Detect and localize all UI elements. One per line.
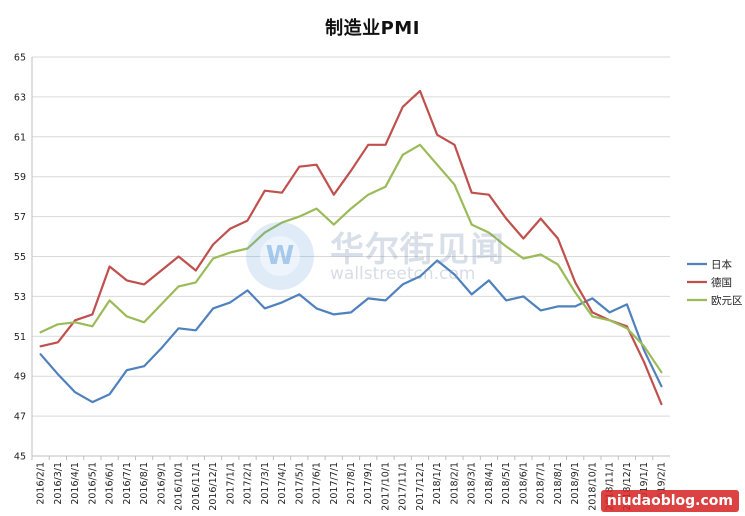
y-tick-label: 45 [14, 452, 26, 463]
x-tick-label: 2018/11/1 [605, 462, 616, 511]
x-tick-label: 2018/2/1 [449, 462, 460, 505]
x-tick-label: 2016/3/1 [53, 462, 64, 505]
y-tick-label: 49 [14, 372, 26, 383]
series-line-2 [39, 143, 663, 374]
x-tick-label: 2017/7/1 [329, 462, 340, 505]
x-tick-label: 2016/2/1 [36, 462, 47, 505]
x-tick-label: 2017/9/1 [363, 462, 374, 505]
x-tick-label: 2018/7/1 [536, 462, 547, 505]
x-tick-label: 2017/1/1 [225, 462, 236, 505]
x-tick-label: 2018/4/1 [484, 462, 495, 505]
x-tick-label: 2018/5/1 [501, 462, 512, 505]
x-tick-label: 2017/10/1 [380, 462, 391, 511]
y-tick-label: 51 [14, 332, 26, 343]
legend-label: 德国 [711, 276, 732, 289]
chart-title: 制造业PMI [325, 18, 420, 39]
x-tick-label: 2018/9/1 [570, 462, 581, 505]
x-tick-label: 2016/11/1 [191, 462, 202, 511]
corner-watermark: niudaoblog.com [600, 490, 739, 512]
y-tick-label: 61 [14, 132, 26, 143]
x-tick-label: 2017/4/1 [277, 462, 288, 505]
y-tick-label: 55 [14, 252, 26, 263]
x-tick-label: 2016/10/1 [174, 462, 185, 511]
x-tick-label: 2018/12/1 [622, 462, 633, 511]
x-tick-label: 2018/6/1 [518, 462, 529, 505]
x-tick-label: 2016/4/1 [70, 462, 81, 505]
x-tick-label: 2016/5/1 [87, 462, 98, 505]
x-tick-label: 2018/10/1 [587, 462, 598, 511]
watermark-en: wallstreetcn.com [330, 264, 476, 284]
x-tick-label: 2018/3/1 [467, 462, 478, 505]
legend-label: 欧元区 [711, 295, 743, 307]
y-tick-label: 47 [14, 412, 26, 423]
watermark-logo-icon: W [246, 222, 314, 290]
y-tick-label: 59 [14, 172, 26, 183]
legend-label: 日本 [711, 258, 732, 271]
y-tick-label: 57 [14, 212, 26, 223]
x-tick-label: 2018/8/1 [553, 462, 564, 505]
x-tick-label: 2016/6/1 [105, 462, 116, 505]
series-line-1 [39, 89, 663, 406]
axes: 65 63 61 59 57 55 53 51 49 47 45 2016/2/1 2016/3/1 20… [14, 53, 670, 511]
x-tick-label: 2017/12/1 [415, 462, 426, 511]
x-tick-label: 2017/11/1 [398, 462, 409, 511]
y-tick-label: 65 [14, 53, 26, 64]
x-tick-label: 2018/1/1 [432, 462, 443, 505]
x-tick-label: 2016/12/1 [208, 462, 219, 511]
watermark-cn: 华尔街见闻 [330, 230, 505, 270]
x-tick-label: 2019/2/1 [656, 462, 667, 505]
x-tick-label: 2017/5/1 [294, 462, 305, 505]
x-tick-label: 2017/6/1 [312, 462, 323, 505]
series-lines [39, 89, 663, 406]
x-tick-label: 2017/3/1 [260, 462, 271, 505]
x-tick-label: 2016/7/1 [122, 462, 133, 505]
x-tick-label: 2019/1/1 [639, 462, 650, 505]
y-tick-label: 63 [14, 92, 26, 103]
series-line-0 [39, 259, 663, 404]
x-tick-label: 2017/8/1 [346, 462, 357, 505]
watermark-logo-letter: W [260, 236, 300, 276]
x-tick-label: 2016/8/1 [139, 462, 150, 505]
y-tick-label: 53 [14, 292, 26, 303]
x-tick-label: 2016/9/1 [156, 462, 167, 505]
x-tick-label: 2017/2/1 [243, 462, 254, 505]
